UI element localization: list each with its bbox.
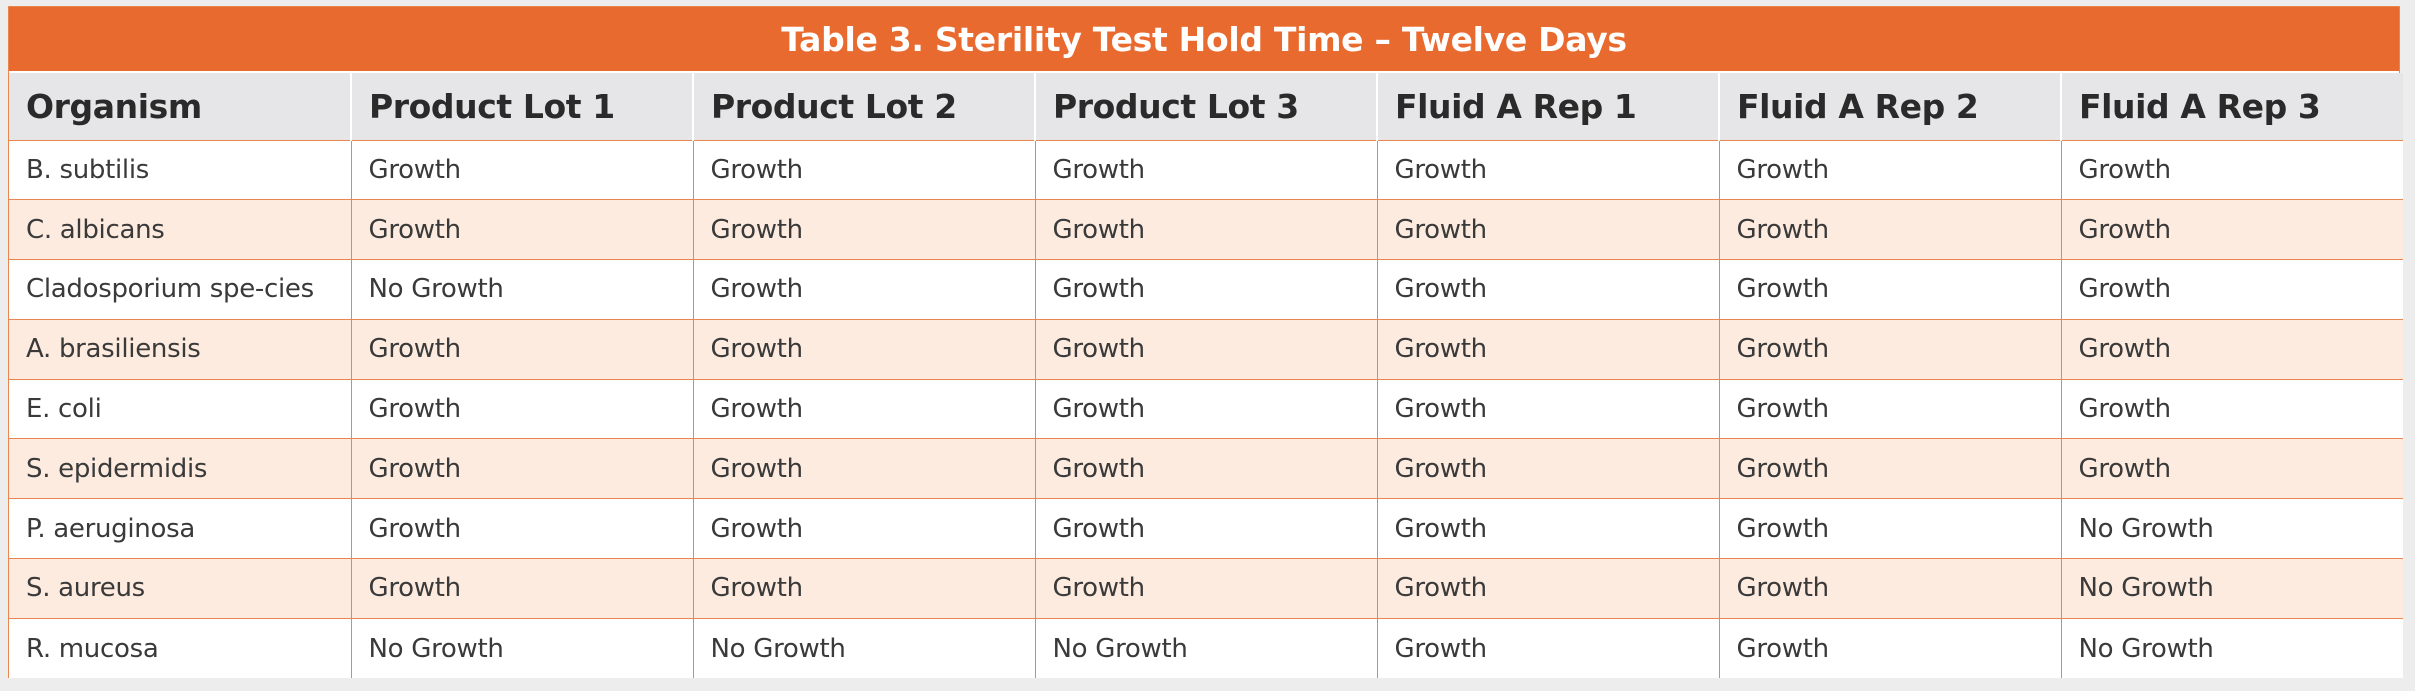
result-cell: No Growth	[2061, 558, 2403, 619]
result-cell: Growth	[1377, 259, 1720, 320]
result-cell: Growth	[1377, 498, 1720, 559]
column-header: Product Lot 1	[351, 73, 694, 140]
result-cell: Growth	[1377, 617, 1720, 679]
organism-cell: B. subtilis	[9, 139, 352, 200]
sterility-table: Table 3. Sterility Test Hold Time – Twel…	[8, 6, 2403, 679]
table-row: E. coli Growth Growth Growth Growth Growth Gro…	[9, 378, 2403, 439]
result-cell: Growth	[1719, 199, 2062, 260]
result-cell: Growth	[1377, 438, 1720, 499]
result-cell: No Growth	[1035, 617, 1378, 679]
organism-cell: A. brasiliensis	[9, 318, 352, 380]
result-cell: Growth	[351, 378, 694, 439]
result-cell: Growth	[351, 318, 694, 380]
result-cell: No Growth	[693, 617, 1036, 679]
result-cell: Growth	[1035, 139, 1378, 200]
result-cell: Growth	[693, 139, 1036, 200]
result-cell: Growth	[693, 498, 1036, 559]
table-row: B. subtilis Growth Growth Growth Growth Growt…	[9, 139, 2403, 200]
result-cell: No Growth	[2061, 617, 2403, 679]
organism-cell: E. coli	[9, 378, 352, 439]
result-cell: Growth	[1377, 318, 1720, 380]
organism-cell: C. albicans	[9, 199, 352, 260]
column-header: Fluid A Rep 3	[2061, 73, 2403, 140]
data-table: Organism Product Lot 1 Product Lot 2 Produc…	[9, 73, 2403, 679]
result-cell: Growth	[1719, 139, 2062, 200]
table-row: C. albicans Growth Growth Growth Growth Growt…	[9, 199, 2403, 260]
table-row: S. aureus Growth Growth Growth Growth Growth N…	[9, 558, 2403, 619]
organism-cell: S. epidermidis	[9, 438, 352, 499]
column-header: Organism	[9, 73, 352, 140]
organism-cell: Cladosporium spe-cies	[9, 259, 352, 320]
table-row: R. mucosa No Growth No Growth No Growth Grow…	[9, 617, 2403, 679]
result-cell: Growth	[1035, 558, 1378, 619]
result-cell: Growth	[2061, 318, 2403, 380]
result-cell: No Growth	[351, 617, 694, 679]
result-cell: Growth	[1035, 199, 1378, 260]
result-cell: Growth	[351, 558, 694, 619]
column-header: Fluid A Rep 1	[1377, 73, 1720, 140]
organism-cell: S. aureus	[9, 558, 352, 619]
table-body: B. subtilis Growth Growth Growth Growth Growt…	[9, 139, 2403, 679]
result-cell: Growth	[1035, 438, 1378, 499]
result-cell: Growth	[693, 318, 1036, 380]
result-cell: Growth	[2061, 199, 2403, 260]
column-header: Product Lot 3	[1035, 73, 1378, 140]
result-cell: Growth	[1719, 617, 2062, 679]
result-cell: Growth	[693, 438, 1036, 499]
result-cell: Growth	[1377, 139, 1720, 200]
result-cell: Growth	[351, 199, 694, 260]
result-cell: Growth	[693, 378, 1036, 439]
result-cell: Growth	[693, 259, 1036, 320]
table-row: S. epidermidis Growth Growth Growth Growth Gr…	[9, 438, 2403, 499]
table-row: Cladosporium spe-cies No Growth Growth Grow…	[9, 259, 2403, 320]
result-cell: Growth	[693, 199, 1036, 260]
header-row: Organism Product Lot 1 Product Lot 2 Produc…	[9, 73, 2403, 140]
result-cell: Growth	[2061, 378, 2403, 439]
column-header: Product Lot 2	[693, 73, 1036, 140]
organism-cell: P. aeruginosa	[9, 498, 352, 559]
result-cell: Growth	[351, 438, 694, 499]
result-cell: Growth	[2061, 259, 2403, 320]
column-header: Fluid A Rep 2	[1719, 73, 2062, 140]
result-cell: Growth	[2061, 139, 2403, 200]
table-row: A. brasiliensis Growth Growth Growth Growth G…	[9, 318, 2403, 380]
result-cell: Growth	[1719, 318, 2062, 380]
result-cell: Growth	[1377, 378, 1720, 439]
result-cell: Growth	[1035, 318, 1378, 380]
result-cell: Growth	[1035, 378, 1378, 439]
result-cell: Growth	[351, 498, 694, 559]
table-title: Table 3. Sterility Test Hold Time – Twel…	[9, 7, 2399, 73]
result-cell: No Growth	[351, 259, 694, 320]
result-cell: Growth	[1719, 378, 2062, 439]
table-row: P. aeruginosa Growth Growth Growth Growth Gro…	[9, 498, 2403, 559]
result-cell: Growth	[1719, 259, 2062, 320]
result-cell: Growth	[2061, 438, 2403, 499]
result-cell: Growth	[1035, 259, 1378, 320]
result-cell: Growth	[1719, 498, 2062, 559]
result-cell: Growth	[1719, 438, 2062, 499]
result-cell: Growth	[1377, 558, 1720, 619]
result-cell: Growth	[1719, 558, 2062, 619]
result-cell: No Growth	[2061, 498, 2403, 559]
result-cell: Growth	[693, 558, 1036, 619]
result-cell: Growth	[1377, 199, 1720, 260]
organism-cell: R. mucosa	[9, 617, 352, 679]
result-cell: Growth	[351, 139, 694, 200]
result-cell: Growth	[1035, 498, 1378, 559]
